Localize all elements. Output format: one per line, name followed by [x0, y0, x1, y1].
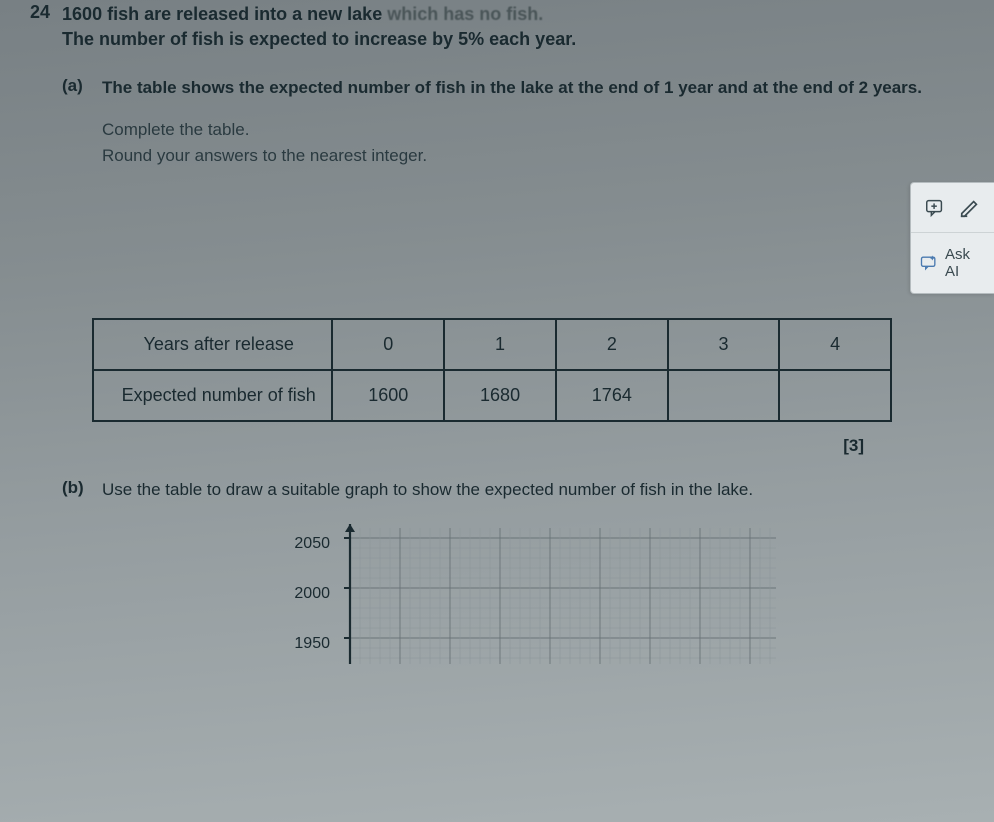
ask-ai-label: Ask AI: [945, 246, 986, 280]
y-tick-label: 2000: [294, 585, 330, 603]
fish-cell[interactable]: [668, 370, 780, 421]
marks-a: [3]: [30, 436, 864, 456]
intro-line1a: 1600 fish are released into a new lake: [62, 4, 387, 24]
year-cell: 4: [779, 319, 891, 370]
fish-row-label: Expected number of fish: [93, 370, 332, 421]
year-cell: 3: [668, 319, 780, 370]
table-row: Years after release 0 1 2 3 4: [93, 319, 891, 370]
toolbar-panel: Ask AI: [910, 182, 994, 294]
question-intro: 1600 fish are released into a new lake w…: [62, 2, 576, 52]
fish-cell[interactable]: [779, 370, 891, 421]
year-cell: 1: [444, 319, 556, 370]
graph-area: 2050 2000 1950: [280, 524, 800, 684]
part-a-instruction2: Round your answers to the nearest intege…: [102, 144, 964, 168]
part-b-label: (b): [62, 478, 90, 502]
fish-cell: 1600: [332, 370, 444, 421]
intro-line1b: which has no fish.: [387, 4, 543, 24]
part-a-label: (a): [62, 76, 90, 167]
ask-ai-button[interactable]: Ask AI: [911, 233, 994, 293]
question-number: 24: [30, 2, 50, 52]
part-b-text: Use the table to draw a suitable graph t…: [102, 480, 753, 499]
graph-grid: [336, 524, 776, 664]
fish-cell: 1764: [556, 370, 668, 421]
y-tick-label: 2050: [294, 535, 330, 553]
year-cell: 2: [556, 319, 668, 370]
fish-table: Years after release 0 1 2 3 4 Expected n…: [92, 318, 892, 422]
years-row-label: Years after release: [93, 319, 332, 370]
fish-cell: 1680: [444, 370, 556, 421]
sparkle-chat-icon: [919, 253, 939, 273]
intro-line2: The number of fish is expected to increa…: [62, 29, 576, 49]
part-a-text: The table shows the expected number of f…: [102, 76, 964, 100]
y-tick-label: 1950: [294, 635, 330, 653]
comment-add-icon[interactable]: [924, 197, 946, 219]
year-cell: 0: [332, 319, 444, 370]
pen-icon[interactable]: [959, 197, 981, 219]
part-a-instruction1: Complete the table.: [102, 118, 964, 142]
table-row: Expected number of fish 1600 1680 1764: [93, 370, 891, 421]
